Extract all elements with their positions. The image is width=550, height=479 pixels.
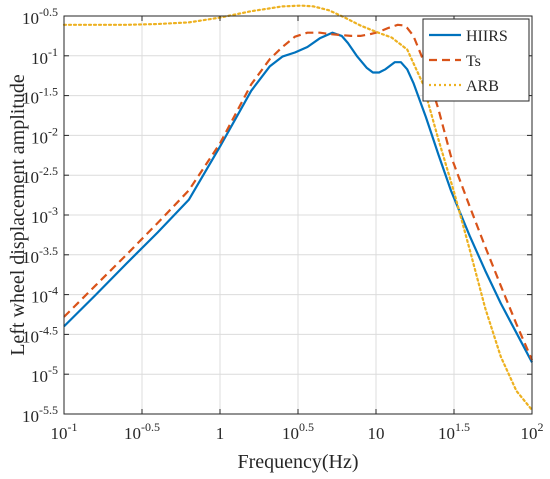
legend: HIIRS Ts ARB — [422, 18, 530, 102]
y-tick-label: 10-3.5 — [22, 244, 58, 267]
y-tick-label: 10-1 — [31, 45, 58, 68]
series-line-ts — [63, 23, 534, 361]
x-tick-label: 102 — [521, 420, 544, 443]
legend-label-hiirs: HIIRS — [466, 28, 508, 45]
y-tick-label: 10-2.5 — [22, 164, 58, 187]
tick-marks — [63, 15, 533, 415]
y-tick-labels: 10-0.5 10-1 10-1.5 10-2 10-2.5 10-3 10-3.5 10-4… — [22, 5, 58, 426]
y-tick-label: 10-5 — [31, 363, 58, 386]
y-axis-label: Left wheel displacement amplitude — [7, 74, 29, 356]
x-tick-label: 10 — [368, 424, 385, 443]
series-line-arb — [62, 4, 534, 412]
x-tick-label: 100.5 — [282, 420, 314, 443]
x-tick-label: 10-0.5 — [124, 420, 160, 443]
legend-box — [422, 18, 530, 102]
y-tick-label: 10-2 — [31, 124, 58, 147]
y-tick-label: 10-5.5 — [22, 403, 58, 426]
series-line-hiirs — [63, 31, 533, 363]
x-tick-label: 101.5 — [438, 420, 470, 443]
y-tick-label: 10-4.5 — [22, 323, 58, 346]
x-tick-label: 10-1 — [51, 420, 78, 443]
legend-label-arb: ARB — [466, 78, 499, 95]
y-tick-label: 10-1.5 — [22, 85, 58, 108]
x-axis-label: Frequency(Hz) — [237, 451, 358, 473]
x-tick-label: 1 — [216, 424, 225, 443]
y-tick-label: 10-4 — [31, 284, 58, 307]
series-lines — [62, 4, 534, 412]
y-tick-label: 10-3 — [31, 204, 58, 227]
y-tick-label: 10-0.5 — [22, 5, 58, 28]
x-tick-labels: 10-1 10-0.5 1 100.5 10 101.5 102 — [51, 420, 544, 443]
legend-label-ts: Ts — [466, 53, 481, 70]
